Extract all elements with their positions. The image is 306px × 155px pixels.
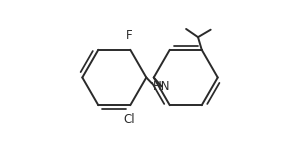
Text: F: F [125,29,132,42]
Text: Cl: Cl [123,113,135,126]
Text: HN: HN [153,80,170,93]
